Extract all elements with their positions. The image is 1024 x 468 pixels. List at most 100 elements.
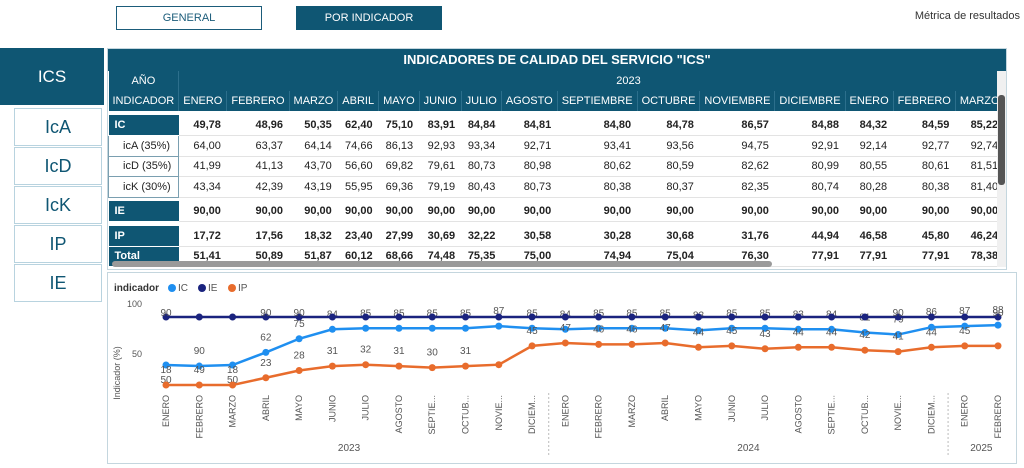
horizontal-scrollbar[interactable]	[112, 261, 772, 267]
data-point-ip[interactable]	[395, 362, 403, 370]
data-point-ie[interactable]	[794, 313, 802, 321]
data-point-ip[interactable]	[328, 362, 336, 370]
data-point-ie[interactable]	[761, 313, 769, 321]
data-point-ic[interactable]	[961, 322, 969, 330]
sidebar-item-ics[interactable]: ICS	[0, 48, 104, 105]
data-point-ic[interactable]	[295, 335, 303, 343]
vertical-scroll-thumb[interactable]	[998, 95, 1005, 185]
data-point-ie[interactable]	[728, 313, 736, 321]
legend-label-ie[interactable]: IE	[208, 283, 218, 294]
data-point-ic[interactable]	[694, 326, 702, 334]
por-indicador-tab-button[interactable]: POR INDICADOR	[296, 6, 442, 30]
data-point-ip[interactable]	[761, 345, 769, 353]
data-point-ie[interactable]	[362, 313, 370, 321]
data-point-ip[interactable]	[561, 339, 569, 347]
sidebar-item-ick[interactable]: IcK	[14, 186, 102, 224]
data-point-ie[interactable]	[395, 313, 403, 321]
data-point-ie[interactable]	[661, 313, 669, 321]
month-header: AGOSTO	[501, 91, 558, 111]
data-point-ic[interactable]	[661, 324, 669, 332]
data-point-ic[interactable]	[861, 328, 869, 336]
sidebar-item-ica[interactable]: IcA	[14, 108, 102, 146]
data-point-ie[interactable]	[462, 313, 470, 321]
data-point-ie[interactable]	[428, 313, 436, 321]
data-point-ie[interactable]	[262, 313, 270, 321]
data-point-ic[interactable]	[162, 361, 170, 369]
data-point-ic[interactable]	[428, 324, 436, 332]
data-point-ip[interactable]	[794, 343, 802, 351]
data-point-ic[interactable]	[462, 324, 470, 332]
data-point-ie[interactable]	[295, 313, 303, 321]
data-point-ic[interactable]	[794, 325, 802, 333]
data-point-ie[interactable]	[927, 313, 935, 321]
data-point-ie[interactable]	[861, 313, 869, 321]
data-point-ic[interactable]	[229, 361, 237, 369]
data-point-ie[interactable]	[229, 313, 237, 321]
table-cell: 79,19	[419, 176, 462, 198]
table-cell: 86,13	[378, 135, 420, 157]
data-point-ic[interactable]	[728, 324, 736, 332]
data-point-ip[interactable]	[462, 362, 470, 370]
table-scroll-area[interactable]: AÑO 2023 INDICADOR ENERO FEBRERO MARZO ABRI…	[108, 71, 998, 267]
data-point-ip[interactable]	[229, 381, 237, 389]
data-point-ic[interactable]	[894, 331, 902, 339]
data-point-ic[interactable]	[561, 325, 569, 333]
sidebar-item-ie[interactable]: IE	[14, 264, 102, 302]
data-point-ic[interactable]	[828, 325, 836, 333]
data-point-ie[interactable]	[694, 313, 702, 321]
data-point-ie[interactable]	[595, 313, 603, 321]
data-point-ic[interactable]	[395, 324, 403, 332]
data-point-ie[interactable]	[961, 313, 969, 321]
data-point-ip[interactable]	[528, 342, 536, 350]
data-point-ip[interactable]	[661, 339, 669, 347]
data-point-ie[interactable]	[495, 313, 503, 321]
table-cell: 90,00	[461, 201, 502, 222]
data-point-ic[interactable]	[328, 325, 336, 333]
data-point-ip[interactable]	[362, 361, 370, 369]
legend-label-ic[interactable]: IC	[178, 283, 188, 294]
data-point-ip[interactable]	[894, 348, 902, 356]
data-point-ip[interactable]	[428, 364, 436, 372]
data-point-ic[interactable]	[628, 324, 636, 332]
data-point-ip[interactable]	[961, 342, 969, 350]
data-point-ie[interactable]	[994, 313, 1002, 321]
general-tab-button[interactable]: GENERAL	[116, 6, 262, 30]
data-point-ip[interactable]	[828, 343, 836, 351]
data-point-ic[interactable]	[495, 322, 503, 330]
data-point-ic[interactable]	[994, 321, 1002, 329]
data-point-ie[interactable]	[894, 313, 902, 321]
data-label-ic: 88	[992, 305, 1004, 316]
data-point-ic[interactable]	[927, 323, 935, 331]
data-point-ie[interactable]	[328, 313, 336, 321]
sidebar-item-icd[interactable]: IcD	[14, 147, 102, 185]
data-point-ic[interactable]	[362, 324, 370, 332]
sidebar-item-ip[interactable]: IP	[14, 225, 102, 263]
data-point-ic[interactable]	[528, 324, 536, 332]
data-point-ic[interactable]	[761, 324, 769, 332]
data-point-ip[interactable]	[195, 381, 203, 389]
data-point-ip[interactable]	[595, 340, 603, 348]
month-header: JULIO	[461, 91, 502, 111]
legend-label-ip[interactable]: IP	[238, 283, 248, 294]
x-tick-label: ABRIL	[660, 395, 670, 421]
data-point-ip[interactable]	[927, 343, 935, 351]
vertical-scrollbar[interactable]	[997, 71, 1006, 267]
data-point-ie[interactable]	[628, 313, 636, 321]
data-point-ie[interactable]	[162, 313, 170, 321]
data-point-ip[interactable]	[994, 342, 1002, 350]
data-point-ip[interactable]	[694, 343, 702, 351]
data-point-ip[interactable]	[262, 374, 270, 382]
data-point-ic[interactable]	[595, 324, 603, 332]
data-point-ip[interactable]	[295, 367, 303, 374]
data-point-ic[interactable]	[195, 362, 203, 370]
data-point-ie[interactable]	[528, 313, 536, 321]
data-point-ip[interactable]	[628, 340, 636, 348]
data-point-ip[interactable]	[495, 361, 503, 369]
data-point-ip[interactable]	[861, 346, 869, 354]
data-point-ie[interactable]	[561, 313, 569, 321]
data-point-ic[interactable]	[262, 348, 270, 356]
data-point-ip[interactable]	[728, 342, 736, 350]
data-point-ip[interactable]	[162, 381, 170, 389]
data-point-ie[interactable]	[828, 313, 836, 321]
data-point-ie[interactable]	[195, 313, 203, 321]
